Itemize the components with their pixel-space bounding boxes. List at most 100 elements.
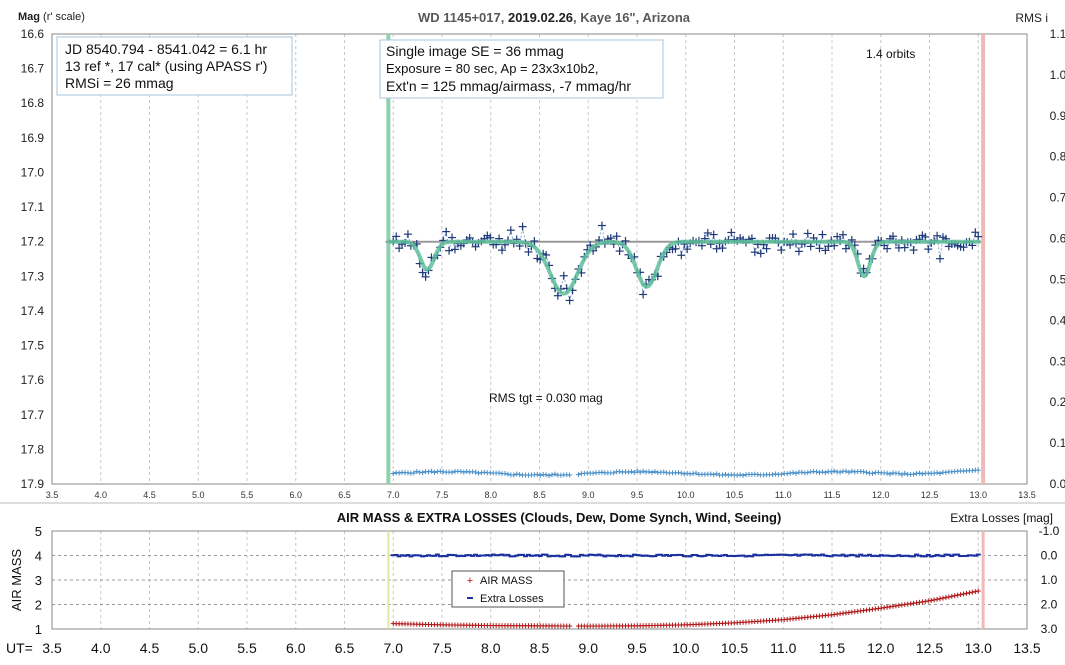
top-y-ticks-left: 16.6 16.7 16.8 16.9 17.0 17.1 17.2 17.3 17.4 17.5… [21, 27, 45, 491]
top-x-tick-label: 7.0 [387, 490, 400, 500]
textbox-exposure-line1: Single image SE = 36 mmag [386, 43, 564, 59]
airmass-point [931, 597, 937, 603]
airmass-point [958, 592, 964, 598]
top-y-tick-label-left: 17.1 [21, 200, 45, 214]
bottom-x-tick-label: 11.0 [770, 640, 796, 656]
airmass-point [975, 588, 981, 594]
target-point [974, 232, 983, 241]
rms-point [719, 472, 725, 478]
rms-point [449, 469, 455, 475]
top-plot-frame [51, 33, 1028, 485]
rms-point [805, 470, 811, 476]
top-x-tick-label: 12.0 [872, 490, 890, 500]
target-point [677, 251, 686, 260]
rms-point [631, 469, 637, 475]
airmass-point [940, 595, 946, 601]
rms-point [661, 469, 667, 475]
target-point [597, 221, 606, 230]
rms-point [737, 472, 743, 478]
rms-point [546, 473, 552, 479]
target-point [971, 228, 980, 237]
bottom-x-tick-label: 8.0 [481, 640, 501, 656]
orbits-annotation: 1.4 orbits [866, 47, 915, 61]
target-point [777, 246, 786, 255]
target-point [553, 291, 562, 300]
bottom-y-tick-label-left: 1 [35, 622, 42, 637]
rms-point [902, 470, 908, 476]
top-y-tick-label-left: 17.2 [21, 235, 45, 249]
rms-point [790, 470, 796, 476]
airmass-point [949, 593, 955, 599]
rms-point [828, 469, 834, 475]
target-point [565, 296, 574, 305]
airmass-point [966, 590, 972, 596]
top-x-tick-label: 10.5 [726, 490, 744, 500]
rms-point [814, 469, 820, 475]
chart-title: WD 1145+017, 2019.02.26, Kaye 16", Arizo… [418, 10, 691, 25]
target-point [794, 247, 803, 256]
bottom-y-tick-label-right: 1.0 [1041, 573, 1058, 587]
airmass-point [963, 590, 969, 596]
top-x-tick-label: 6.5 [338, 490, 351, 500]
bottom-y-ticks-right: -1.0 0.0 1.0 2.0 3.0 [1039, 524, 1060, 636]
rms-point [793, 470, 799, 476]
target-point [712, 244, 721, 253]
textbox-exposure: Single image SE = 36 mmag Exposure = 80 … [379, 39, 664, 99]
rms-point [437, 468, 443, 474]
legend-airmass-label: AIR MASS [480, 575, 533, 587]
top-x-tick-label: 8.5 [533, 490, 546, 500]
bottom-y-ticks-left: 5 4 3 2 1 [35, 524, 42, 637]
rms-point [708, 471, 714, 477]
top-x-tick-label: 9.5 [631, 490, 644, 500]
top-x-tick-label: 12.5 [921, 490, 939, 500]
target-point [392, 232, 401, 241]
top-x-tick-label: 5.0 [192, 490, 205, 500]
rms-point [514, 471, 520, 477]
bottom-x-tick-label: 12.0 [867, 640, 894, 656]
target-point [621, 236, 630, 245]
bottom-y-tick-label-right: -1.0 [1039, 524, 1060, 538]
rms-point [537, 472, 543, 478]
rms-point [684, 470, 690, 476]
target-point [683, 245, 692, 254]
target-point [762, 244, 771, 253]
rms-point [505, 471, 511, 477]
rms-point [426, 469, 432, 475]
rms-point [817, 469, 823, 475]
rms-point [887, 471, 893, 477]
rms-point [517, 472, 523, 478]
rms-point [628, 469, 634, 475]
top-x-tick-label: 8.0 [484, 490, 497, 500]
rms-point [837, 469, 843, 475]
airmass-point [961, 591, 967, 597]
rms-point [799, 469, 805, 475]
bottom-chart-title: AIR MASS & EXTRA LOSSES (Clouds, Dew, Do… [337, 510, 782, 525]
target-point [921, 232, 930, 241]
top-y-tick-label-left: 17.3 [21, 269, 45, 283]
bottom-y-tick-label-left: 4 [35, 549, 42, 564]
target-point [888, 232, 897, 241]
rms-point [787, 470, 793, 476]
textbox-jd-line1: JD 8540.794 - 8541.042 = 6.1 hr [65, 41, 267, 57]
y-axis-label-right: RMS i [1015, 11, 1048, 25]
target-point [639, 290, 648, 299]
rms-point [496, 470, 502, 476]
rms-point [934, 470, 940, 476]
rms-point [884, 470, 890, 476]
rms-point [476, 470, 482, 476]
bottom-x-tick-label: 6.0 [286, 640, 306, 656]
top-y-tick-label-right: 0.8 [1050, 150, 1065, 164]
rms-point [678, 470, 684, 476]
target-point [395, 244, 404, 253]
rms-point [693, 470, 699, 476]
rms-point [869, 470, 875, 476]
rms-point [916, 470, 922, 476]
rms-point [502, 471, 508, 477]
target-point [727, 228, 736, 237]
bottom-y-axis-label-left: AIR MASS [9, 549, 24, 611]
bottom-y-axis-label-right: Extra Losses [mag] [950, 511, 1053, 525]
target-point [789, 230, 798, 239]
rms-point [396, 470, 402, 476]
bottom-x-axis-prefix: UT= [6, 640, 33, 656]
